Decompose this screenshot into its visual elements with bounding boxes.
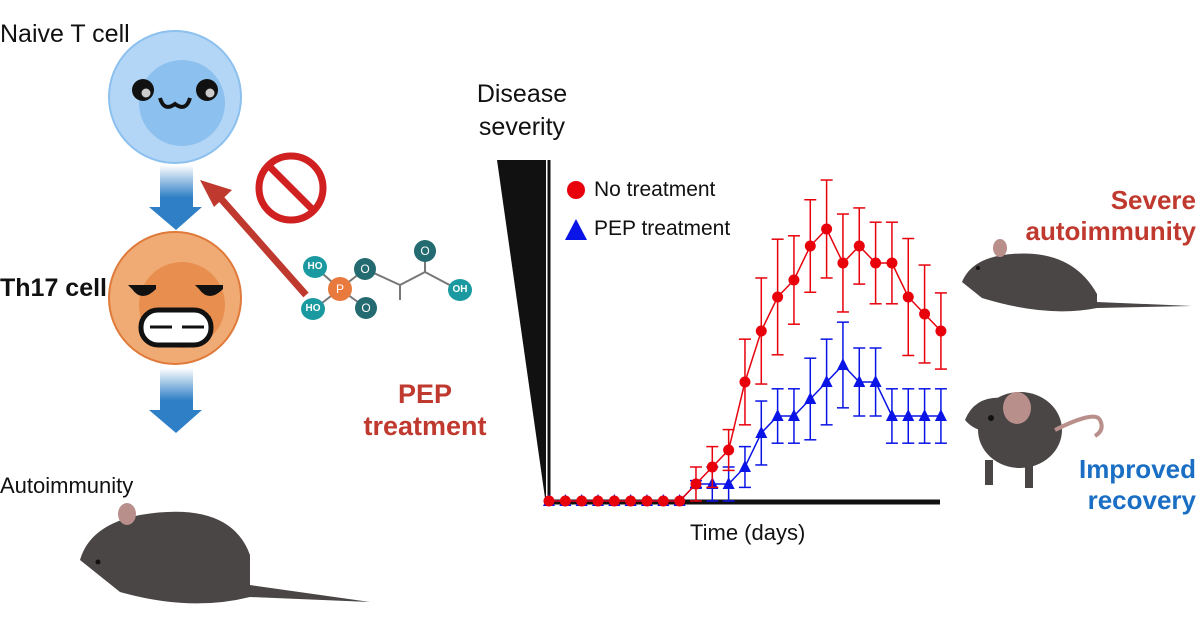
data-point-circle	[723, 444, 735, 456]
data-point-triangle	[722, 477, 735, 489]
arrow-down-icon	[149, 368, 202, 433]
data-point-circle	[559, 495, 571, 507]
data-point-circle	[739, 376, 751, 388]
pep-treatment-label: PEP treatment	[355, 378, 495, 442]
arrow-head-icon	[200, 180, 232, 207]
legend-no-treatment: No treatment	[594, 178, 716, 201]
data-point-circle	[935, 325, 947, 337]
severity-wedge	[497, 160, 546, 505]
data-point-triangle	[853, 375, 866, 387]
data-point-circle	[821, 223, 833, 235]
improved-line1: Improved	[1078, 454, 1196, 484]
improved-recovery-label: Improved recovery	[1079, 454, 1196, 516]
atom-p: P	[328, 277, 352, 301]
x-axis-label: Time (days)	[690, 520, 806, 545]
atom-o: O	[355, 297, 377, 319]
data-point-circle	[608, 495, 620, 507]
data-point-triangle	[902, 409, 915, 421]
severe-autoimmunity-label: Severe autoimmunity	[1026, 185, 1196, 247]
pep-label-line2: treatment	[363, 411, 487, 441]
data-point-triangle	[771, 409, 784, 421]
data-point-circle	[592, 495, 604, 507]
severe-line1: Severe	[1110, 185, 1196, 215]
data-point-triangle	[869, 375, 882, 387]
data-point-circle	[919, 308, 931, 320]
data-point-circle	[870, 257, 882, 269]
atom-ho: HO	[301, 298, 325, 320]
mouse-sick-icon	[80, 503, 370, 604]
data-point-circle	[543, 495, 555, 507]
prohibited-icon	[255, 152, 327, 224]
y-axis-label: Disease severity	[476, 80, 568, 141]
data-point-circle	[788, 274, 800, 286]
autoimmunity-label: Autoimmunity	[0, 473, 134, 498]
data-point-circle	[772, 291, 784, 303]
naive-t-cell-icon	[108, 30, 242, 164]
data-point-circle	[674, 495, 686, 507]
naive-t-cell-label: Naive T cell	[0, 20, 130, 48]
inhibition-arrow	[212, 189, 309, 298]
th17-cell-icon	[108, 231, 242, 365]
mouse-healthy-icon	[965, 392, 1104, 488]
data-point-triangle	[918, 409, 931, 421]
atom-o: O	[414, 240, 436, 262]
data-point-circle	[576, 495, 588, 507]
data-point-circle	[690, 478, 702, 490]
data-point-circle	[641, 495, 653, 507]
th17-cell-label: Th17 cell	[0, 274, 107, 302]
improved-line2: recovery	[1087, 485, 1196, 515]
data-point-triangle	[738, 460, 751, 472]
data-point-circle	[706, 461, 718, 473]
arrow-down-icon	[149, 165, 202, 230]
data-point-triangle	[804, 392, 817, 404]
atom-ho: HO	[303, 256, 327, 278]
mouse-sick-icon	[962, 239, 1192, 312]
data-point-circle	[625, 495, 637, 507]
atom-oh: OH	[448, 279, 472, 301]
data-point-circle	[902, 291, 914, 303]
atom-o: O	[354, 258, 376, 280]
data-point-circle	[853, 240, 865, 252]
legend-pep-treatment: PEP treatment	[594, 217, 731, 240]
severe-line2: autoimmunity	[1025, 216, 1196, 246]
data-point-triangle	[787, 409, 800, 421]
data-point-circle	[657, 495, 669, 507]
data-point-triangle	[820, 375, 833, 387]
data-point-triangle	[755, 426, 768, 438]
data-point-circle	[755, 325, 767, 337]
data-point-circle	[804, 240, 816, 252]
data-point-triangle	[934, 409, 947, 421]
legend-circle-marker	[567, 181, 585, 199]
legend-triangle-marker	[565, 219, 587, 240]
data-point-circle	[837, 257, 849, 269]
data-point-triangle	[836, 358, 849, 370]
pep-label-line1: PEP	[397, 379, 453, 409]
data-point-circle	[886, 257, 898, 269]
data-point-triangle	[885, 409, 898, 421]
